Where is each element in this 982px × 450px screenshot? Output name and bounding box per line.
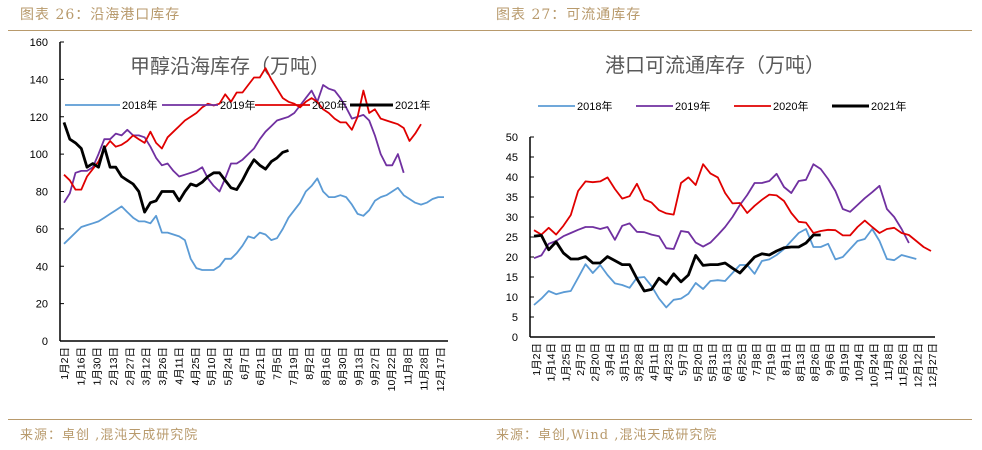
x-tick-label: 2月7日: [575, 343, 587, 376]
x-tick-label: 9月13日: [353, 347, 365, 386]
series-line-2018: [63, 177, 444, 271]
x-tick-label: 6月13日: [722, 343, 734, 382]
x-tick-label: 6月25日: [736, 343, 748, 382]
x-tick-label: 5月20日: [692, 343, 704, 382]
x-tick-label: 1月2日: [59, 347, 71, 380]
x-tick-label: 9月19日: [839, 343, 851, 382]
x-tick-label: 1月14日: [546, 343, 558, 382]
series-line-2019: [63, 84, 405, 204]
x-tick-label: 3月28日: [634, 343, 646, 382]
legend-label-2019: 2019年: [220, 98, 255, 112]
x-tick-label: 2月13日: [108, 347, 120, 386]
x-tick-label: 9月27日: [370, 347, 382, 386]
y-tick-label: 40: [36, 261, 48, 273]
y-tick-label: 0: [42, 336, 48, 348]
series-line-2020: [63, 67, 422, 191]
legend-label-2021: 2021年: [871, 99, 906, 113]
y-tick-label: 100: [30, 149, 48, 161]
series-line-2020: [533, 163, 932, 252]
x-tick-label: 4月11日: [648, 343, 660, 381]
y-tick-label: 0: [512, 332, 518, 344]
y-tick-label: 15: [506, 272, 518, 284]
y-tick-label: 20: [506, 252, 518, 264]
figure-26-source: 来源：卓创 ,混沌天成研究院: [20, 428, 199, 443]
title-rule-left: [8, 30, 490, 31]
x-tick-label: 5月7日: [678, 343, 690, 376]
x-tick-label: 10月24日: [868, 343, 880, 387]
y-tick-label: 160: [30, 37, 48, 49]
x-tick-label: 11月26日: [898, 343, 910, 387]
series-line-2021: [533, 233, 821, 293]
chart-title: 甲醇沿海库存（万吨）: [130, 55, 330, 78]
legend-label-2020: 2020年: [773, 99, 808, 113]
x-tick-label: 1月16日: [75, 347, 87, 386]
x-tick-label: 7月5日: [272, 347, 284, 380]
x-tick-label: 2月27日: [124, 347, 136, 386]
x-tick-label: 8月1日: [780, 343, 792, 376]
x-tick-label: 3月26日: [157, 347, 169, 386]
series-line-2019: [533, 163, 910, 260]
x-tick-label: 3月4日: [604, 343, 616, 376]
y-tick-label: 10: [506, 292, 518, 304]
x-tick-label: 9月6日: [824, 343, 836, 376]
x-tick-label: 7月19日: [766, 343, 778, 382]
y-tick-label: 50: [506, 132, 518, 144]
x-tick-label: 3月15日: [619, 343, 631, 382]
x-tick-label: 8月16日: [321, 347, 333, 386]
series-line-2021: [62, 121, 289, 214]
x-tick-label: 10月22日: [386, 347, 398, 391]
legend-label-2019: 2019年: [675, 99, 710, 113]
legend-label-2018: 2018年: [577, 99, 612, 113]
x-tick-label: 3月12日: [141, 347, 153, 386]
x-tick-label: 10月4日: [854, 343, 866, 382]
y-tick-label: 120: [30, 112, 48, 124]
title-rule-right: [490, 30, 972, 31]
x-tick-label: 6月21日: [255, 347, 267, 386]
x-tick-label: 12月12日: [912, 343, 924, 387]
y-tick-label: 20: [36, 299, 48, 311]
x-tick-label: 1月25日: [560, 343, 572, 382]
source-rule-left: [8, 419, 490, 420]
legend-label-2020: 2020年: [312, 98, 347, 112]
figure-26-title: 图表 26：沿海港口库存: [20, 7, 181, 23]
x-tick-label: 8月26日: [810, 343, 822, 382]
x-tick-label: 11月8日: [883, 343, 895, 381]
y-tick-label: 30: [506, 212, 518, 224]
source-rule-right: [490, 419, 972, 420]
x-tick-label: 12月27日: [927, 343, 939, 387]
x-tick-label: 1月30日: [92, 347, 104, 386]
series-line-2018: [533, 228, 917, 309]
y-tick-label: 40: [506, 172, 518, 184]
x-tick-label: 12月17日: [435, 347, 447, 391]
x-tick-label: 4月23日: [663, 343, 675, 382]
x-tick-label: 5月24日: [222, 347, 234, 386]
y-tick-label: 35: [506, 192, 518, 204]
x-tick-label: 7月19日: [288, 347, 300, 386]
chart-title: 港口可流通库存（万吨）: [605, 54, 825, 77]
legend-label-2018: 2018年: [122, 98, 157, 112]
figure-27-source: 来源：卓创,Wind ,混沌天成研究院: [496, 428, 718, 443]
x-tick-label: 8月13日: [795, 343, 807, 382]
y-tick-label: 140: [30, 74, 48, 86]
x-tick-label: 8月30日: [337, 347, 349, 386]
x-tick-label: 6月7日: [239, 347, 251, 380]
x-tick-label: 7月8日: [751, 343, 763, 376]
x-tick-label: 1月2日: [531, 343, 543, 376]
x-tick-label: 8月2日: [304, 347, 316, 380]
x-tick-label: 4月11日: [173, 347, 185, 385]
legend-label-2021: 2021年: [395, 98, 430, 112]
y-tick-label: 80: [36, 187, 48, 199]
y-tick-label: 25: [506, 232, 518, 244]
x-tick-label: 11月28日: [419, 347, 431, 391]
x-tick-label: 4月25日: [190, 347, 202, 386]
x-tick-label: 5月10日: [206, 347, 218, 386]
x-tick-label: 11月8日: [402, 347, 414, 385]
x-tick-label: 2月20日: [590, 343, 602, 382]
y-tick-label: 5: [512, 312, 518, 324]
y-tick-label: 45: [506, 152, 518, 164]
x-tick-label: 5月31日: [707, 343, 719, 382]
figure-27-title: 图表 27：可流通库存: [496, 7, 642, 23]
y-tick-label: 60: [36, 224, 48, 236]
